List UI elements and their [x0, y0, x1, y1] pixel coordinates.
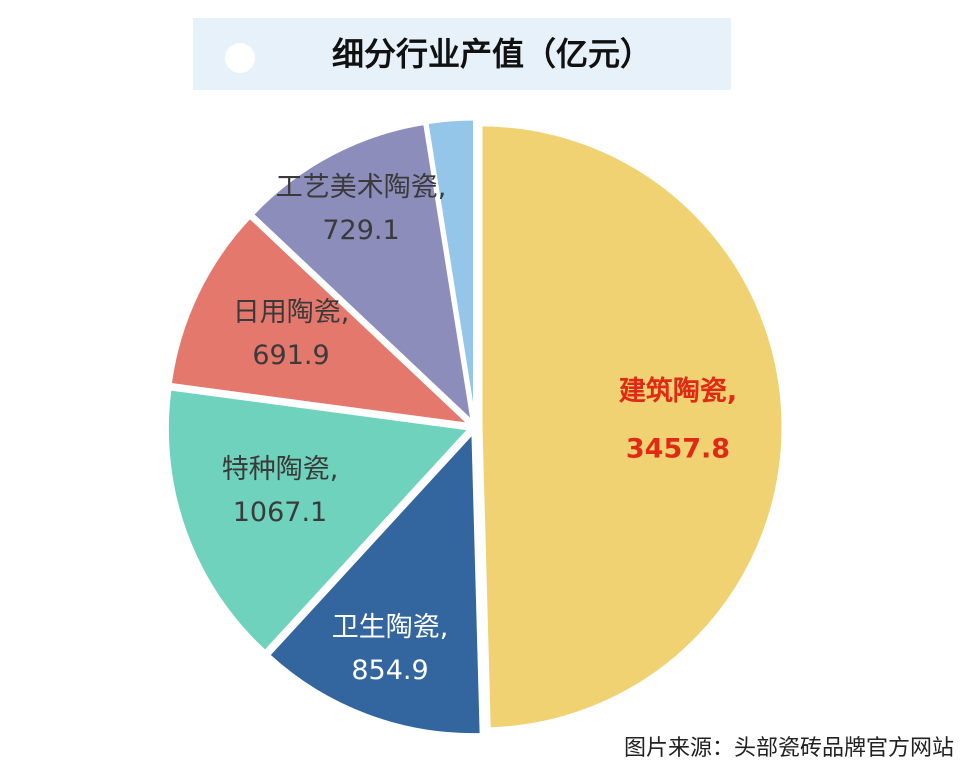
pie-labels: 建筑陶瓷, 3457.8 卫生陶瓷, 854.9 特种陶瓷, 1067.1 日用陶瓷, 691… — [222, 172, 737, 686]
slice-label-0-line-1: 3457.8 — [626, 434, 730, 465]
pie-slices — [165, 117, 785, 737]
chart-title: 细分行业产值（亿元） — [331, 35, 652, 73]
title-dot-icon — [225, 43, 255, 73]
pie-slice-0 — [479, 123, 785, 731]
pie-slice-1 — [266, 428, 483, 737]
slice-label-1-line-0: 卫生陶瓷, — [332, 612, 449, 643]
pie-slice-5 — [425, 117, 477, 422]
pie-slice-4 — [250, 121, 475, 426]
source-note: 图片来源：头部瓷砖品牌官方网站 — [623, 736, 954, 761]
chart-title-box: 细分行业产值（亿元） — [193, 18, 731, 90]
pie-slice-2 — [165, 387, 473, 654]
slice-label-4-line-0: 工艺美术陶瓷, — [276, 172, 447, 203]
slice-label-2-line-1: 1067.1 — [233, 497, 327, 528]
slice-label-0-line-0: 建筑陶瓷, — [619, 375, 737, 407]
slice-label-2-line-0: 特种陶瓷, — [222, 454, 339, 485]
slice-label-4-line-1: 729.1 — [322, 215, 399, 246]
slice-label-1-line-1: 854.9 — [351, 655, 428, 686]
slice-label-3-line-0: 日用陶瓷, — [233, 297, 350, 328]
slice-label-3-line-1: 691.9 — [252, 340, 329, 371]
pie-slice-3 — [168, 215, 475, 427]
